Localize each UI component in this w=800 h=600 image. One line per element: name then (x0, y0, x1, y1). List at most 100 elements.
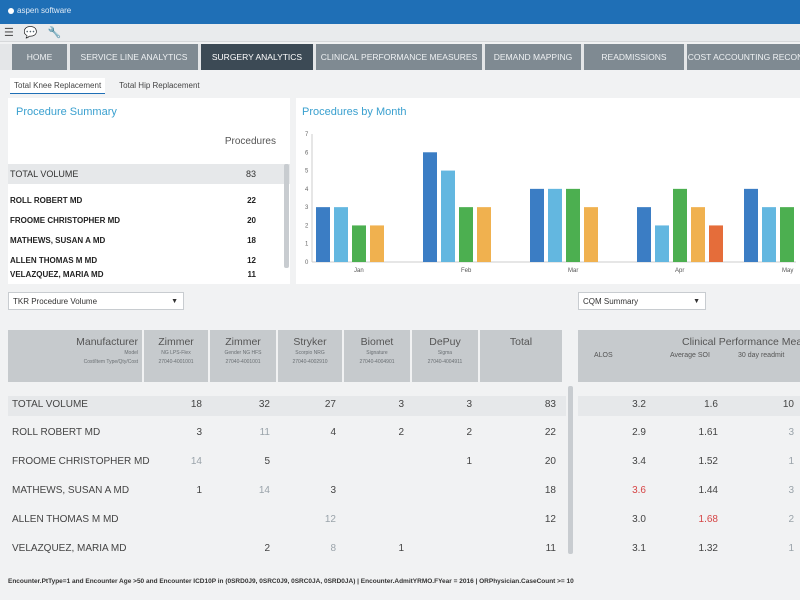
manufacturer-code: 27040-4001001 (158, 359, 194, 365)
menu-icon[interactable]: ☰ (4, 27, 14, 39)
total-column-header[interactable]: Total (480, 330, 562, 382)
procedure-count: 11 (247, 270, 256, 279)
procedure-summary-title: Procedure Summary (16, 106, 117, 118)
table-row[interactable]: ALLEN THOMAS M MD 12 (8, 250, 290, 270)
cqm-cell: 10 (782, 399, 794, 410)
manufacturer-name: Biomet (360, 336, 394, 348)
tab-service-line-analytics[interactable]: SERVICE LINE ANALYTICS (70, 44, 198, 70)
total-cell: 18 (190, 399, 202, 410)
physician-name: MATHEWS, SUSAN A MD (12, 485, 130, 496)
physician-name: MATHEWS, SUSAN A MD (10, 235, 106, 245)
procedure-count: 18 (247, 235, 256, 245)
filter-footer: Encounter.PtType=1 and Encounter Age >50… (8, 578, 574, 585)
physician-name: ROLL ROBERT MD (12, 427, 101, 438)
bar (548, 188, 562, 262)
volume-cell: 22 (544, 427, 556, 438)
manufacturer-code: 27040-4001001 (225, 359, 261, 365)
cqm-cell: 3.6 (632, 485, 646, 496)
bar (637, 207, 651, 262)
volume-cell: 12 (324, 514, 336, 525)
cqm-cell: 2.9 (632, 427, 646, 438)
table-row[interactable]: FROOME CHRISTOPHER MD 20 (8, 210, 290, 230)
manufacturer-column-header[interactable]: Zimmer NG LPS-Flex 27040-4001001 (144, 330, 208, 382)
manufacturer-code: 27040-4004911 (427, 359, 463, 365)
comment-icon[interactable]: 💬 (23, 27, 38, 39)
total-value: 83 (245, 169, 256, 179)
volume-cell: 1 (196, 485, 202, 496)
manufacturer-model: NG LPS-Flex (161, 350, 191, 356)
x-tick-label: Feb (461, 268, 472, 274)
y-tick-label: 1 (305, 242, 309, 248)
cqm-title: Clinical Performance Measu (682, 336, 800, 348)
manufacturer-model: Sigma (437, 350, 453, 356)
cqm-header: Clinical Performance Measu ALOS Average … (578, 330, 800, 382)
volume-cell: 3 (330, 485, 336, 496)
bar (370, 225, 384, 262)
bar (316, 207, 330, 262)
volume-cell: 5 (264, 456, 270, 467)
manufacturer-label: Manufacturer (76, 336, 138, 348)
cqm-column-readmit[interactable]: 30 day readmit (738, 352, 785, 359)
bar (423, 152, 437, 262)
manufacturer-column-header[interactable]: Biomet Signature 27040-4004901 (344, 330, 410, 382)
chart-title: Procedures by Month (302, 106, 407, 118)
tab-clinical-performance-measures[interactable]: CLINICAL PERFORMANCE MEASURES (316, 44, 482, 70)
model-label: Model (124, 350, 138, 356)
tab-readmissions[interactable]: READMISSIONS (584, 44, 684, 70)
brand-name: aspen software (17, 6, 72, 15)
table-row[interactable]: VELAZQUEZ, MARIA MD 11 (8, 270, 290, 284)
title-bar: aspen software (0, 0, 800, 24)
volume-cell: 11 (545, 543, 556, 554)
table-row[interactable]: ROLL ROBERT MD 22 (8, 190, 290, 210)
manufacturer-column-header[interactable]: Stryker Scorpio NRG 27040-4002910 (278, 330, 342, 382)
bar (530, 188, 544, 262)
bar (673, 188, 687, 262)
manufacturer-column-header[interactable]: Zimmer Gender NG HFS 27040-4001001 (210, 330, 276, 382)
caret-down-icon: ▼ (171, 297, 178, 305)
cqm-total-row (578, 396, 800, 416)
bar (584, 207, 598, 262)
bar (762, 207, 776, 262)
x-tick-label: Mar (568, 268, 578, 274)
procedures-by-month-panel: Procedures by Month 0 1 2 3 4 5 6 7 Jan Feb Mar Apr… (296, 98, 800, 284)
tab-demand-mapping[interactable]: DEMAND MAPPING (485, 44, 581, 70)
volume-cell: 11 (259, 427, 270, 438)
toolbar: ☰ 💬 🔧 (0, 24, 800, 42)
manufacturer-name: Stryker (293, 336, 327, 348)
manufacturer-column-header[interactable]: DePuy Sigma 27040-4004911 (412, 330, 478, 382)
bar (566, 188, 580, 262)
volume-cell: 2 (264, 543, 270, 554)
bar (744, 188, 758, 262)
tab-home[interactable]: HOME (12, 44, 67, 70)
total-column-label: Total (509, 336, 533, 348)
volume-cell: 1 (466, 456, 472, 467)
table-row[interactable]: MATHEWS, SUSAN A MD 18 (8, 230, 290, 250)
bar (691, 207, 705, 262)
volume-cell: 3 (196, 427, 202, 438)
cqm-column-soi[interactable]: Average SOI (670, 352, 710, 359)
tab-surgery-analytics[interactable]: SURGERY ANALYTICS (201, 44, 313, 70)
logo-icon (8, 7, 14, 14)
scrollbar[interactable] (568, 386, 573, 554)
volume-cell: 8 (330, 543, 336, 554)
scrollbar[interactable] (284, 164, 289, 268)
tab-cost-accounting[interactable]: COST ACCOUNTING RECON (687, 44, 800, 70)
procedure-summary-panel: Procedure Summary Procedures TOTAL VOLUM… (8, 98, 290, 284)
volume-cell: 18 (544, 485, 556, 496)
cqm-column-alos[interactable]: ALOS (594, 352, 613, 359)
physician-name: ROLL ROBERT MD (10, 195, 83, 205)
total-cell: 32 (258, 399, 270, 410)
volume-cell: 20 (544, 456, 556, 467)
total-volume-label: TOTAL VOLUME (12, 399, 88, 410)
y-tick-label: 0 (305, 260, 309, 266)
cqm-cell: 1 (788, 456, 794, 467)
subtab-knee[interactable]: Total Knee Replacement (10, 78, 106, 94)
physician-name: VELAZQUEZ, MARIA MD (12, 543, 127, 554)
procedure-volume-dropdown[interactable]: TKR Procedure Volume ▼ (8, 292, 184, 310)
cqm-cell: 1 (788, 543, 794, 554)
wrench-icon[interactable]: 🔧 (47, 27, 62, 39)
bar (459, 207, 473, 262)
physician-name: VELAZQUEZ, MARIA MD (10, 270, 104, 279)
subtab-hip[interactable]: Total Hip Replacement (119, 81, 200, 90)
cqm-dropdown[interactable]: CQM Summary ▼ (578, 292, 706, 310)
